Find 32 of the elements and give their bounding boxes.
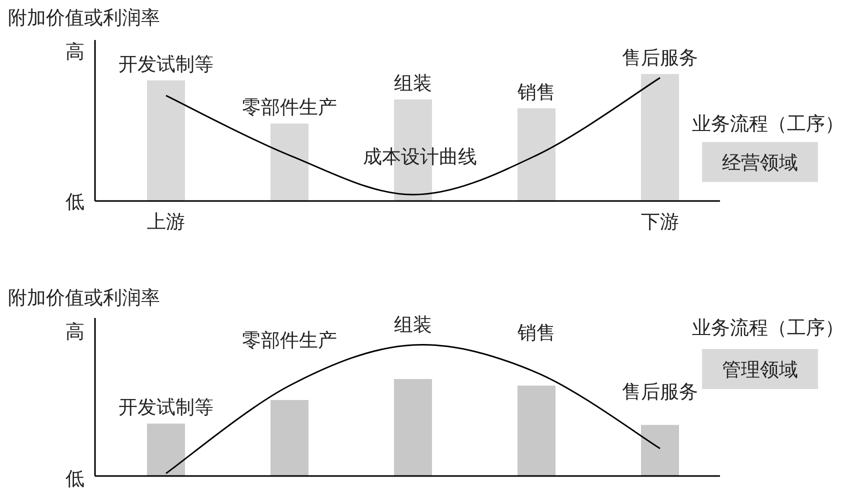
annotation: 组装: [394, 72, 432, 94]
text: 高: [66, 321, 84, 343]
bar: [641, 74, 679, 201]
bar: [270, 124, 308, 201]
bar: [641, 424, 679, 476]
annotation: 售后服务: [622, 380, 698, 403]
annotation: 销售: [516, 81, 556, 104]
annotation: 开发试制等: [118, 53, 214, 76]
text: 售后服务: [622, 46, 698, 69]
x-tick-label: 上游: [147, 211, 185, 233]
text: 业务流程（工序）: [692, 317, 844, 339]
bar: [394, 379, 432, 476]
bar: [518, 108, 556, 201]
annotation: 开发试制等: [118, 396, 214, 419]
bar: [147, 424, 185, 476]
y-axis-title: 附加价值或利润率: [8, 7, 160, 29]
text: 销售: [516, 322, 556, 344]
x-tick-label: 下游: [641, 211, 679, 233]
text: 经营领域: [722, 152, 798, 174]
annotation: 零部件生产: [242, 96, 337, 119]
text: 组装: [394, 314, 432, 336]
text: 低: [66, 468, 84, 490]
annotation: 成本设计曲线: [363, 146, 477, 168]
annotation: 业务流程（工序）: [692, 113, 844, 135]
text: 高: [66, 41, 84, 63]
text: 低: [66, 191, 84, 213]
y-axis-title: 附加价值或利润率: [8, 287, 160, 309]
text: 管理领域: [722, 359, 798, 381]
annotation: 零部件生产: [242, 330, 337, 352]
bar: [147, 80, 185, 201]
bar: [518, 386, 556, 476]
bar: [270, 400, 308, 476]
